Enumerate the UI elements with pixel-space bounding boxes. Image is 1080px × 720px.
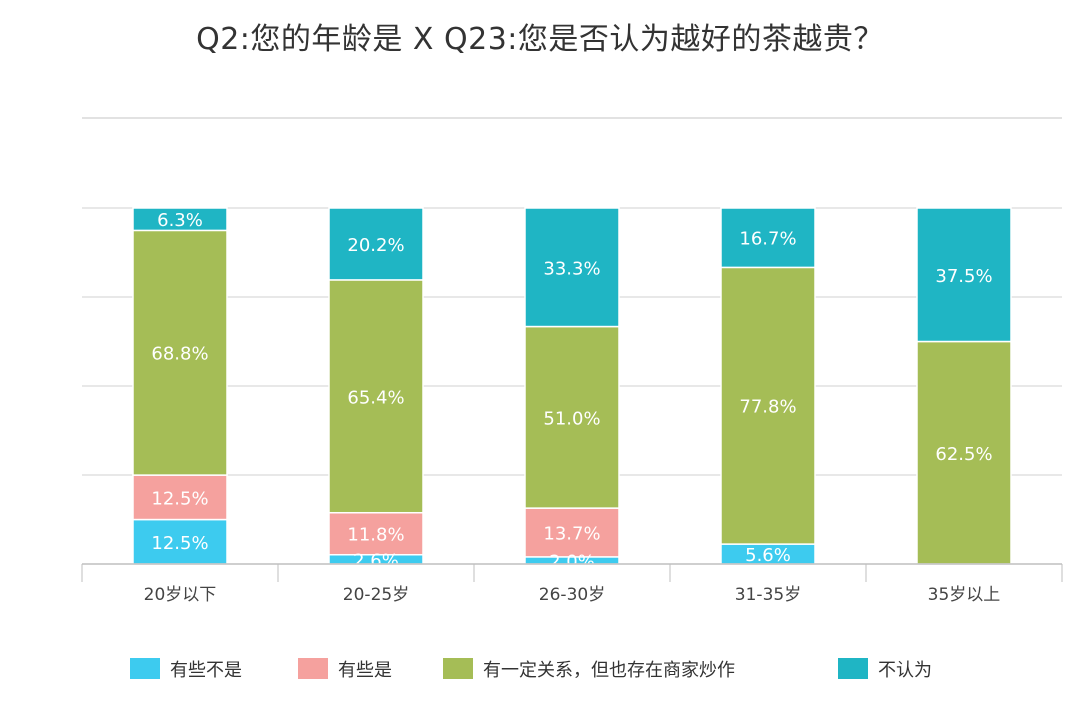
bar-segment [132, 229, 228, 476]
data-label: 11.8% [347, 525, 404, 546]
bar-segment [328, 279, 424, 514]
data-label: 12.5% [151, 533, 208, 554]
bar-stack: 2.6% 11.8% 65.4% 20.2% [328, 207, 424, 571]
legend: 有些不是 有些是 有一定关系，但也存在商家炒作 不认为 [130, 658, 932, 681]
bar-segment [524, 325, 620, 509]
data-label: 77.8% [739, 397, 796, 418]
bar-stack: 12.5% 12.5% 68.8% 6.3% [132, 207, 228, 565]
data-label: 6.3% [157, 210, 203, 231]
bar-stack: 2.0% 13.7% 51.0% 33.3% [524, 207, 620, 572]
legend-label: 有些是 [338, 660, 392, 681]
bar-stack: 62.5% 37.5% [916, 207, 1012, 565]
data-label: 62.5% [935, 444, 992, 465]
bars: 12.5%12.5%68.8%6.3%2.6%11.8%65.4%20.2%2.… [132, 207, 1012, 572]
legend-label: 有一定关系，但也存在商家炒作 [483, 660, 735, 681]
data-label: 13.7% [543, 523, 600, 544]
legend-swatch [443, 658, 473, 679]
legend-item: 有些不是 [130, 658, 242, 681]
bar-stack: 5.6% 77.8% 16.7% [720, 207, 816, 566]
bar-segment [328, 207, 424, 281]
bar-segment [720, 266, 816, 545]
data-label: 5.6% [745, 545, 791, 566]
data-label: 51.0% [543, 408, 600, 429]
bar-segment [916, 207, 1012, 343]
data-label: 2.6% [353, 550, 399, 571]
legend-item: 有一定关系，但也存在商家炒作 [443, 658, 735, 681]
x-tick-label: 20岁以下 [144, 585, 217, 605]
data-label: 33.3% [543, 258, 600, 279]
data-label: 16.7% [739, 229, 796, 250]
bar-segment [720, 207, 816, 269]
data-label: 20.2% [347, 235, 404, 256]
legend-swatch [298, 658, 328, 679]
data-label: 68.8% [151, 344, 208, 365]
bar-segment [524, 207, 620, 328]
legend-label: 不认为 [878, 660, 932, 681]
x-tick-label: 20-25岁 [343, 585, 409, 605]
data-label: 2.0% [549, 551, 595, 572]
data-label: 12.5% [151, 488, 208, 509]
legend-item: 不认为 [838, 658, 932, 681]
bar-segment [132, 207, 228, 232]
bar-segment [132, 474, 228, 521]
legend-swatch [130, 658, 160, 679]
x-tick-label: 31-35岁 [735, 585, 801, 605]
chart-title: Q2:您的年龄是 X Q23:您是否认为越好的茶越贵？ [196, 22, 884, 57]
x-tick-label: 35岁以上 [928, 585, 1001, 605]
legend-swatch [838, 658, 868, 679]
data-label: 65.4% [347, 387, 404, 408]
x-axis: 20岁以下 20-25岁 26-30岁 31-35岁 35岁以上 [81, 563, 1063, 605]
legend-item: 有些是 [298, 658, 392, 681]
legend-label: 有些不是 [170, 660, 242, 681]
data-label: 37.5% [935, 266, 992, 287]
x-tick-label: 26-30岁 [539, 585, 605, 605]
